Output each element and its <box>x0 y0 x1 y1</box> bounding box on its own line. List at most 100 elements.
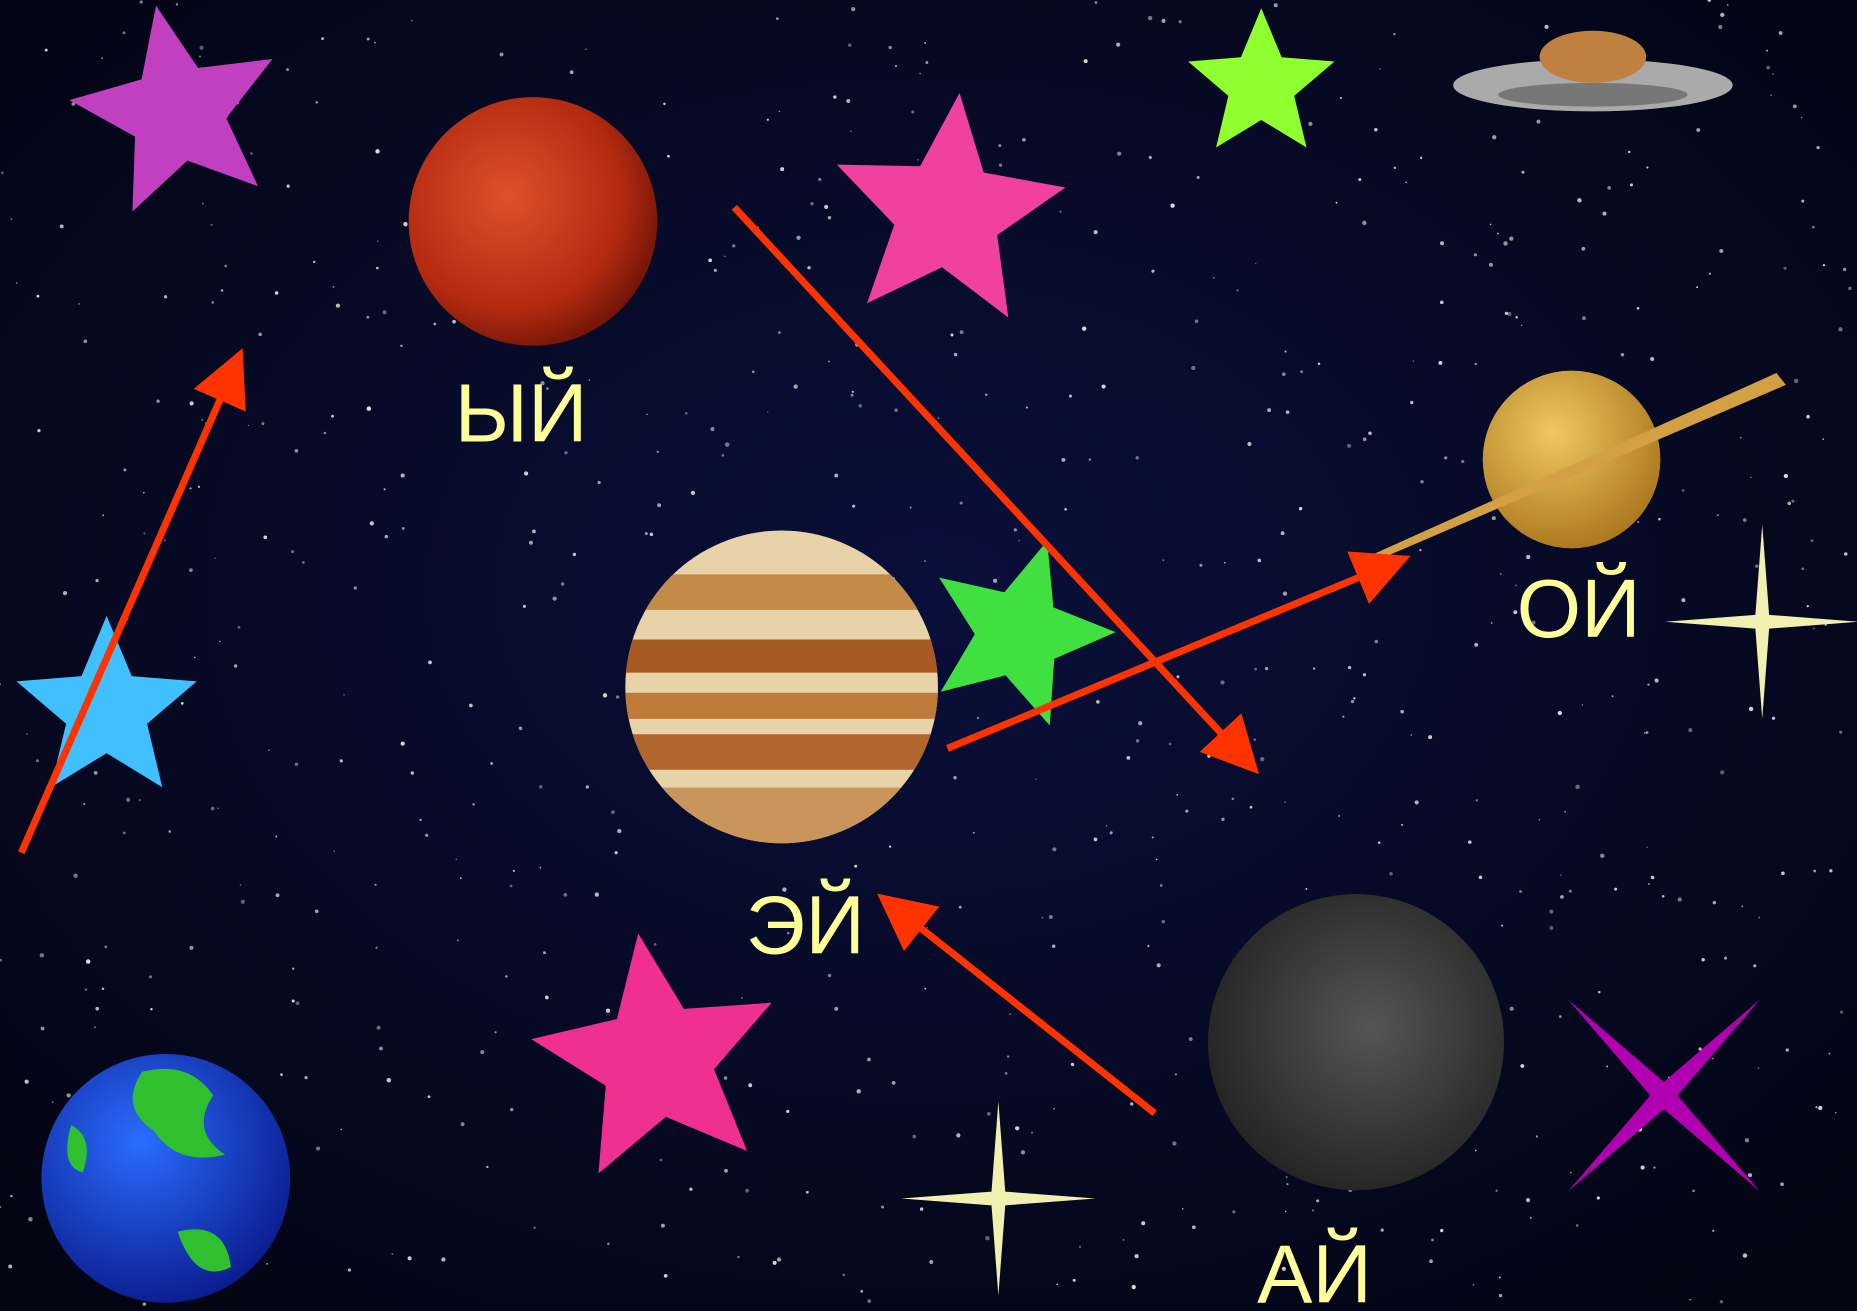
star-dot <box>828 360 830 362</box>
star-dot <box>332 286 334 288</box>
star-dot <box>777 1258 781 1262</box>
star-dot <box>951 334 954 337</box>
star-dot <box>1536 1135 1538 1137</box>
star-dot <box>1255 263 1256 264</box>
star-dot <box>1175 1073 1177 1075</box>
star-dot <box>924 42 926 44</box>
star-dot <box>889 845 891 847</box>
star-dot <box>985 394 987 396</box>
star-dot <box>892 1081 896 1085</box>
star-dot <box>1801 117 1802 118</box>
star-dot <box>1444 456 1447 459</box>
star-dot <box>469 704 473 708</box>
star-dot <box>1250 806 1253 809</box>
star-dot <box>367 406 371 410</box>
star-dot <box>1839 731 1842 734</box>
star-dot <box>292 1000 295 1003</box>
star-dot <box>1132 1285 1136 1289</box>
star-dot <box>194 657 195 658</box>
star-dot <box>1374 128 1377 131</box>
star-dot <box>1336 202 1338 204</box>
star-dot <box>94 1026 96 1028</box>
star-dot <box>895 65 897 67</box>
star-dot <box>1510 1007 1514 1011</box>
star-dot <box>385 535 389 539</box>
star-dot <box>714 269 717 272</box>
star-dot <box>1526 1198 1530 1202</box>
star-dot <box>408 1256 412 1260</box>
star-dot <box>959 906 962 909</box>
star-dot <box>1049 915 1053 919</box>
star-dot <box>8 1265 12 1269</box>
star-dot <box>611 810 615 814</box>
star-dot <box>954 353 957 356</box>
star-dot <box>1300 370 1303 373</box>
star-dot <box>1189 1037 1193 1041</box>
star-dot <box>1844 552 1847 555</box>
star-dot <box>807 266 810 269</box>
star-dot <box>1363 437 1367 441</box>
star-dot <box>796 236 800 240</box>
star-dot <box>510 1108 513 1111</box>
star-dot <box>1176 794 1178 796</box>
star-dot <box>379 1047 383 1051</box>
star-dot <box>529 541 533 545</box>
star-dot <box>25 1080 29 1084</box>
star-dot <box>1766 66 1770 70</box>
star-dot <box>779 111 781 113</box>
star-dot <box>401 473 405 477</box>
star-dot <box>156 400 159 403</box>
star-dot <box>37 295 40 298</box>
star-dot <box>1822 438 1824 440</box>
star-dot <box>367 38 370 41</box>
star-dot <box>1473 1284 1475 1286</box>
star-dot <box>1570 1172 1572 1174</box>
star-dot <box>513 870 515 872</box>
star-dot <box>26 733 27 734</box>
star-dot <box>1813 627 1815 629</box>
star-dot <box>1606 1065 1608 1067</box>
star-dot <box>1655 678 1659 682</box>
planet-mars <box>409 97 658 346</box>
star-dot <box>1712 1230 1714 1232</box>
star-dot <box>95 1007 99 1011</box>
star-dot <box>786 1110 789 1113</box>
star-dot <box>1549 910 1553 914</box>
star-dot <box>1709 273 1711 275</box>
star-dot <box>607 1243 609 1245</box>
star-dot <box>219 641 220 642</box>
star-dot <box>894 408 898 412</box>
star-dot <box>1351 700 1354 703</box>
star-dot <box>1492 516 1496 520</box>
star-dot <box>824 205 828 209</box>
star-dot <box>748 1083 752 1087</box>
star-dot <box>140 0 143 3</box>
star-dot <box>1429 1259 1433 1263</box>
star-dot <box>1569 890 1572 893</box>
label: ЫЙ <box>455 367 588 460</box>
star-dot <box>924 560 926 562</box>
star-dot <box>850 130 852 132</box>
star-dot <box>1157 963 1161 967</box>
star-dot <box>460 877 462 879</box>
star-dot <box>1749 707 1753 711</box>
star-dot <box>667 155 670 158</box>
star-dot <box>1823 264 1825 266</box>
star-dot <box>1284 801 1285 802</box>
star-dot <box>1147 945 1149 947</box>
star-dot <box>1286 1176 1288 1178</box>
star-dot <box>1221 818 1224 821</box>
star-dot <box>1644 732 1646 734</box>
star-dot <box>425 834 428 837</box>
star-dot <box>1232 798 1234 800</box>
star-dot <box>519 726 523 730</box>
star-dot <box>732 244 735 247</box>
star-dot <box>461 1122 465 1126</box>
star-dot <box>1499 1276 1501 1278</box>
star-dot <box>911 111 914 114</box>
star-dot <box>1727 4 1729 6</box>
star-dot <box>1560 874 1561 875</box>
star-dot <box>1766 50 1768 52</box>
star-dot <box>794 384 798 388</box>
star-dot <box>428 1095 431 1098</box>
